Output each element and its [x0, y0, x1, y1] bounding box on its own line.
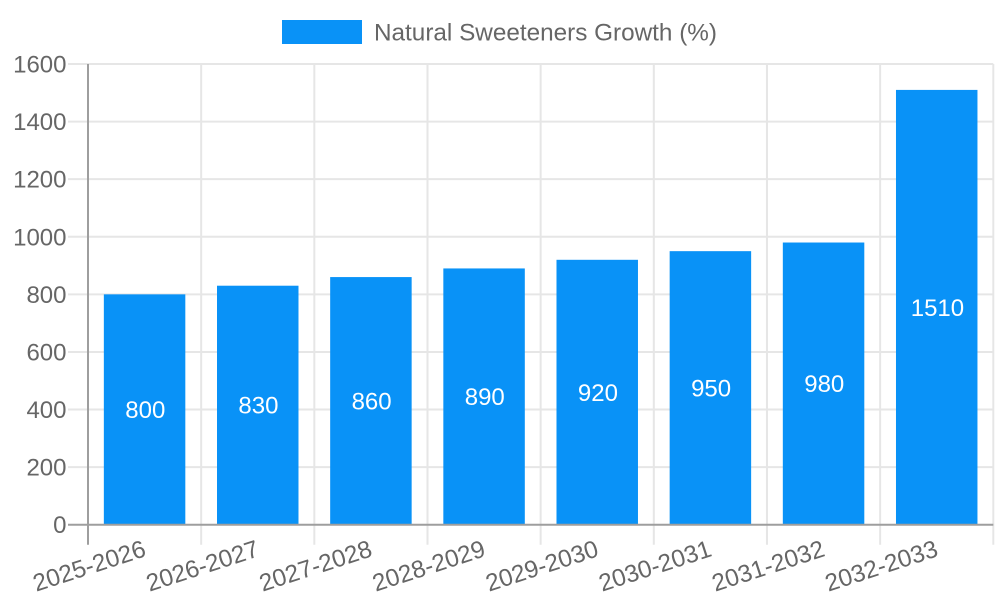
svg-text:200: 200	[26, 455, 66, 482]
svg-text:0: 0	[53, 512, 66, 539]
svg-text:Natural Sweeteners Growth (%): Natural Sweeteners Growth (%)	[374, 20, 717, 47]
svg-text:830: 830	[238, 393, 278, 420]
svg-text:800: 800	[26, 282, 66, 309]
svg-text:600: 600	[26, 339, 66, 366]
svg-text:800: 800	[125, 397, 165, 424]
svg-text:1600: 1600	[13, 52, 66, 79]
svg-text:1510: 1510	[911, 295, 964, 322]
svg-text:860: 860	[352, 388, 392, 415]
svg-text:1000: 1000	[13, 224, 66, 251]
svg-text:890: 890	[465, 384, 505, 411]
svg-text:980: 980	[804, 371, 844, 398]
svg-text:400: 400	[26, 397, 66, 424]
svg-text:920: 920	[578, 380, 618, 407]
svg-text:1200: 1200	[13, 167, 66, 194]
svg-text:1400: 1400	[13, 109, 66, 136]
svg-text:950: 950	[691, 375, 731, 402]
